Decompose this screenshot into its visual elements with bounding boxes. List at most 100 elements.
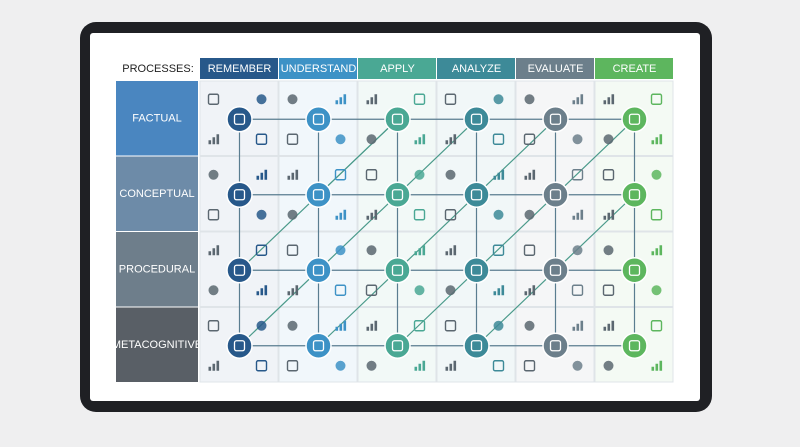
- icon: [256, 94, 267, 105]
- icon: [449, 363, 453, 371]
- icon: [287, 291, 291, 296]
- row-header: [116, 156, 198, 231]
- icon: [650, 93, 663, 105]
- icon: [295, 169, 299, 180]
- icon: [374, 320, 378, 331]
- icon: [256, 209, 267, 220]
- icon: [524, 94, 535, 105]
- icon: [445, 251, 449, 256]
- icon: [524, 291, 528, 296]
- node: [305, 181, 332, 208]
- icon: [286, 244, 299, 256]
- icon: [493, 94, 504, 105]
- icon: [492, 360, 505, 372]
- icon: [650, 209, 663, 221]
- node-icon: [470, 264, 483, 276]
- icon: [366, 245, 377, 256]
- icon: [501, 169, 505, 180]
- icon: [422, 245, 426, 256]
- node: [226, 181, 253, 208]
- node: [226, 257, 253, 284]
- icon: [256, 291, 260, 296]
- icon: [414, 169, 425, 180]
- icon: [208, 366, 212, 371]
- icon: [256, 320, 267, 331]
- icon: [335, 215, 339, 220]
- node-icon: [312, 189, 325, 201]
- node: [542, 181, 569, 208]
- icon: [492, 244, 505, 256]
- column-header: [595, 58, 673, 79]
- icon: [655, 248, 659, 256]
- column-header: [516, 58, 594, 79]
- icon: [580, 209, 584, 220]
- icon: [611, 209, 615, 220]
- node-icon: [312, 264, 325, 276]
- node: [621, 181, 648, 208]
- node: [463, 181, 490, 208]
- processes-label: PROCESSES:: [122, 63, 194, 75]
- icon: [291, 172, 295, 180]
- row-header: [116, 81, 198, 156]
- icon: [572, 134, 583, 145]
- icon: [445, 366, 449, 371]
- node: [226, 106, 253, 133]
- icon: [576, 212, 580, 220]
- icon: [580, 94, 584, 105]
- diagonal-connector: [318, 118, 556, 347]
- diagonal-connector: [397, 118, 635, 347]
- icon: [365, 284, 378, 296]
- icon: [571, 169, 584, 181]
- node: [384, 257, 411, 284]
- icon: [418, 363, 422, 371]
- node-icon: [233, 113, 246, 125]
- diagonal-connector: [318, 118, 398, 196]
- icon: [611, 94, 615, 105]
- node: [384, 181, 411, 208]
- icon: [366, 215, 370, 220]
- column-header: [279, 58, 357, 79]
- icon: [207, 320, 220, 332]
- icon: [607, 97, 611, 105]
- node-icon: [391, 189, 404, 201]
- icon: [493, 175, 497, 180]
- icon: [445, 169, 456, 180]
- icon: [453, 245, 457, 256]
- icon: [572, 215, 576, 220]
- icon: [449, 137, 453, 145]
- icon: [444, 209, 457, 221]
- icon: [255, 133, 268, 145]
- icon: [260, 172, 264, 180]
- node-icon: [391, 264, 404, 276]
- column-header: [437, 58, 515, 79]
- node-icon: [312, 113, 325, 125]
- node-icon: [628, 113, 641, 125]
- icon: [335, 100, 339, 105]
- icon: [287, 209, 298, 220]
- node: [542, 257, 569, 284]
- icon: [256, 175, 260, 180]
- icon: [611, 320, 615, 331]
- icon: [365, 169, 378, 181]
- node: [621, 106, 648, 133]
- icon: [492, 133, 505, 145]
- icon: [295, 285, 299, 296]
- icon: [603, 245, 614, 256]
- icon: [576, 97, 580, 105]
- node-icon: [312, 340, 325, 352]
- icon: [370, 212, 374, 220]
- icon: [532, 285, 536, 296]
- icon: [532, 169, 536, 180]
- icon: [445, 285, 456, 296]
- icon: [414, 366, 418, 371]
- icon: [572, 360, 583, 371]
- icon: [659, 360, 663, 371]
- icon: [572, 326, 576, 331]
- icon: [497, 172, 501, 180]
- icon: [453, 360, 457, 371]
- icon: [339, 97, 343, 105]
- icon: [422, 134, 426, 145]
- node-icon: [549, 340, 562, 352]
- icon: [335, 360, 346, 371]
